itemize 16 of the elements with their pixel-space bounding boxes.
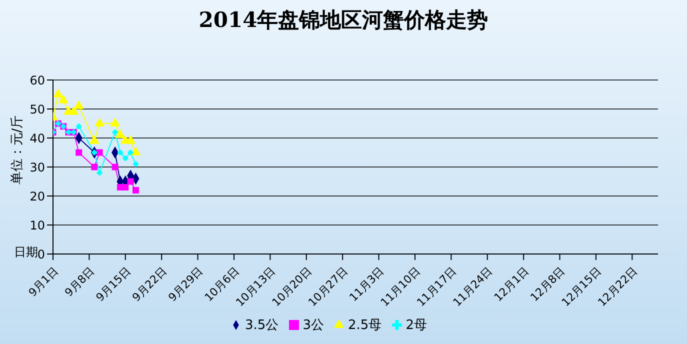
legend-label: 3.5公 (245, 318, 279, 333)
legend-label: 2.5母 (348, 318, 382, 333)
x-axis-title: 日期 (14, 244, 38, 261)
legend-label: 2母 (406, 318, 427, 333)
y-tick-label: 60 (30, 73, 45, 88)
y-tick-label: 10 (30, 218, 45, 232)
y-tick-label: 30 (30, 160, 45, 174)
x-tick-label: 12月1日 (492, 264, 532, 304)
chart-title: 2014年盘锦地区河蟹价格走势 (198, 6, 490, 34)
y-tick-label: 20 (30, 189, 45, 204)
y-tick-label: 40 (30, 131, 45, 146)
y-tick-label: 0 (37, 247, 45, 262)
x-tick-label: 9月1日 (26, 264, 61, 300)
legend-label: 3公 (302, 318, 324, 333)
y-tick-label: 50 (30, 102, 45, 116)
y-axis-title: 单位：元/斤 (9, 115, 26, 185)
